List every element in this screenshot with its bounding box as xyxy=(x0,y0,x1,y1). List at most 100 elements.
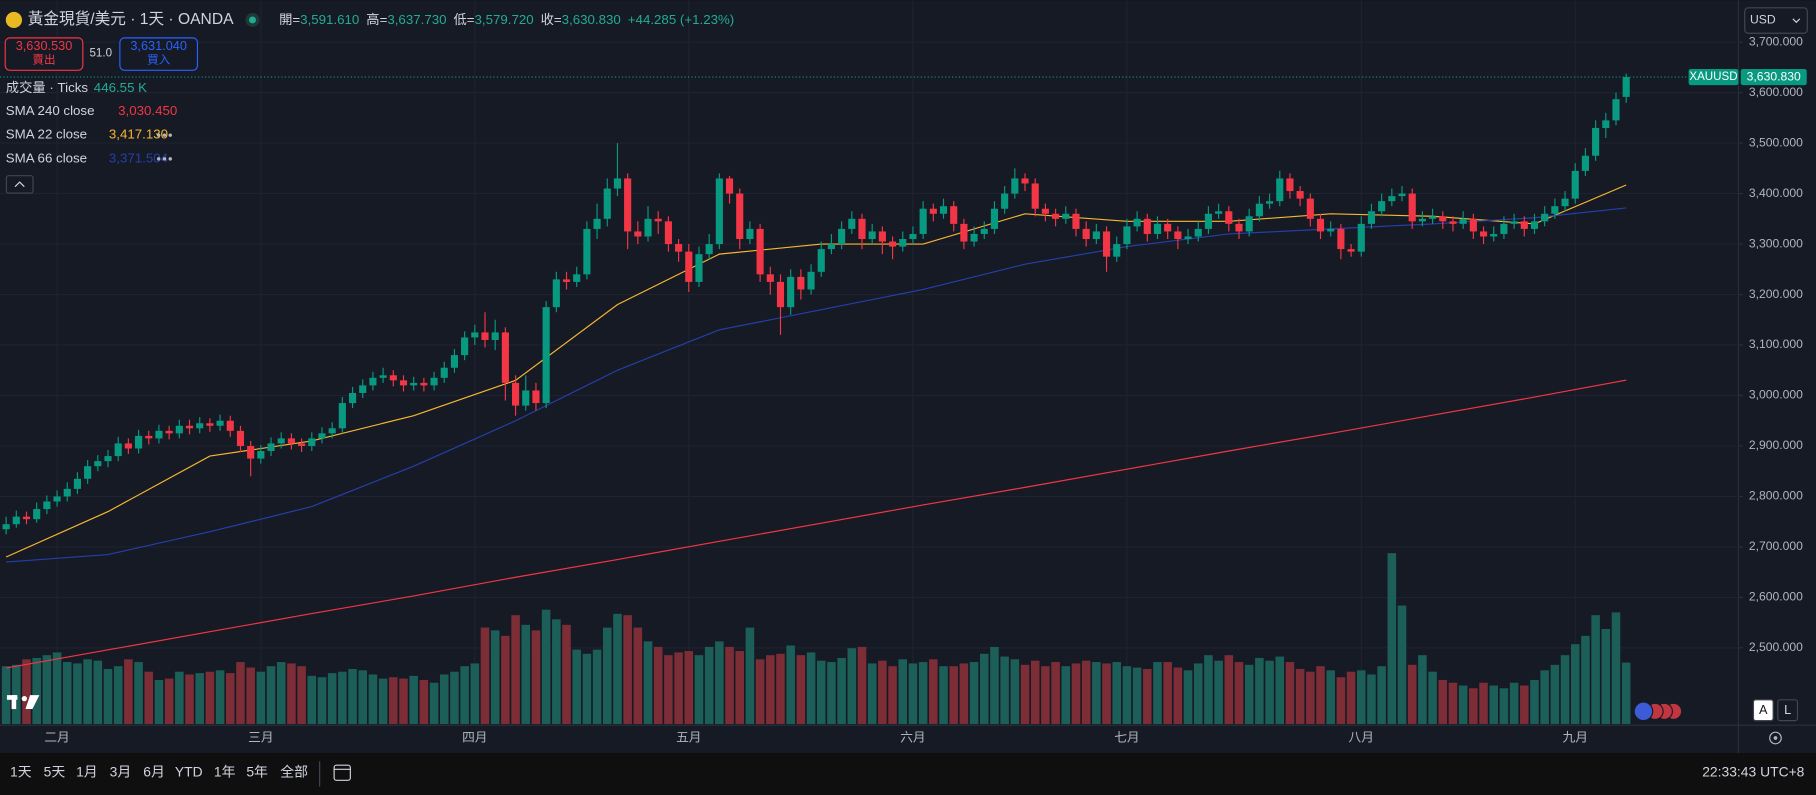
volume-bar xyxy=(653,646,663,725)
volume-bar xyxy=(42,655,52,725)
buy-button[interactable] xyxy=(119,37,199,71)
volume-bar xyxy=(368,674,378,725)
candle-body xyxy=(899,239,907,247)
date-range-icon[interactable] xyxy=(333,764,351,781)
candle-body xyxy=(94,461,102,467)
volume-bar xyxy=(1255,657,1264,725)
volume-bar xyxy=(1153,662,1162,725)
range-button[interactable]: 1年 xyxy=(214,763,236,779)
x-tick-label: 六月 xyxy=(900,729,925,744)
sell-label: 賣出 xyxy=(32,53,55,67)
tv-logo xyxy=(6,695,40,710)
volume-bar xyxy=(918,662,928,725)
settings-icon[interactable] xyxy=(1769,731,1782,745)
volume-bar xyxy=(735,651,745,725)
candle-body xyxy=(827,244,835,250)
scale-button[interactable] xyxy=(1777,699,1799,722)
candle-body xyxy=(84,466,92,479)
candle-body xyxy=(420,382,428,386)
candle-body xyxy=(725,178,734,194)
ohlc-value: 3,579.720 xyxy=(475,11,534,26)
volume-bar xyxy=(776,653,785,725)
volume-legend-value: 446.55 K xyxy=(94,80,147,95)
candle-body xyxy=(298,443,306,446)
candle-body xyxy=(573,274,581,282)
candle-body xyxy=(1561,198,1569,207)
candle-body xyxy=(379,375,387,378)
candle-body xyxy=(1041,208,1049,214)
candle-body xyxy=(1082,228,1090,240)
more-icon[interactable] xyxy=(162,133,167,137)
event-icons[interactable] xyxy=(1633,701,1683,722)
candle-body xyxy=(1439,216,1447,222)
volume-bar xyxy=(1550,664,1560,725)
more-icon[interactable] xyxy=(168,157,172,161)
volume-bar xyxy=(1193,663,1203,725)
volume-bar xyxy=(1275,656,1285,725)
range-button[interactable]: 1天 xyxy=(10,763,32,779)
candle-body xyxy=(1143,218,1151,234)
candle-body xyxy=(1204,213,1212,229)
volume-bar xyxy=(888,666,897,725)
candle-body xyxy=(236,430,245,446)
grid xyxy=(0,0,1738,725)
candle-body xyxy=(1347,249,1355,252)
volume-bar xyxy=(867,663,877,725)
candle-body xyxy=(664,221,672,245)
candle-body xyxy=(1052,213,1060,219)
candle-body xyxy=(277,438,285,444)
currency-select[interactable] xyxy=(1744,7,1808,34)
volume-bar xyxy=(460,666,469,725)
logo-part xyxy=(21,695,27,702)
volume-bar xyxy=(215,670,225,725)
candle-body xyxy=(22,516,31,520)
dropdown-icon xyxy=(1792,18,1801,24)
sma-legend: SMA 22 close xyxy=(6,127,87,142)
candle-body xyxy=(471,332,479,338)
collapse-legend[interactable] xyxy=(5,175,34,194)
range-button[interactable]: 全部 xyxy=(280,763,308,779)
candle-body xyxy=(338,403,346,429)
more-icon[interactable] xyxy=(162,157,167,161)
volume-bar xyxy=(857,646,867,725)
candle-body xyxy=(155,430,163,439)
symbol-icon xyxy=(5,11,23,29)
more-icon[interactable] xyxy=(156,157,161,161)
sell-button[interactable] xyxy=(4,37,84,71)
candle-body xyxy=(878,231,886,242)
candle-body xyxy=(787,276,795,308)
candle-body xyxy=(1388,196,1396,202)
volume-bar xyxy=(531,630,541,725)
volume-bar xyxy=(613,613,622,725)
volume-bar xyxy=(1244,664,1254,725)
range-button[interactable]: YTD xyxy=(175,763,203,779)
candle-body xyxy=(522,390,530,406)
candle-body xyxy=(1113,244,1121,257)
volume-bar xyxy=(878,660,887,725)
volume-bar xyxy=(22,659,31,725)
candle-body xyxy=(715,178,723,245)
volume-bar xyxy=(1428,671,1437,725)
more-icon[interactable] xyxy=(168,133,172,137)
candle-body xyxy=(2,524,10,530)
range-button[interactable]: 5年 xyxy=(246,763,268,779)
volume-bar xyxy=(266,666,276,725)
volume-bar xyxy=(1071,663,1081,725)
candle-body xyxy=(135,435,143,449)
scale-button[interactable] xyxy=(1752,699,1774,722)
more-icon[interactable] xyxy=(156,133,161,137)
candle-body xyxy=(481,332,489,340)
volume-bar xyxy=(1326,670,1335,725)
ohlc-key: 收= xyxy=(541,11,562,26)
range-button[interactable]: 6月 xyxy=(143,763,165,779)
range-button[interactable]: 3月 xyxy=(110,763,132,779)
chart-background xyxy=(0,0,1816,754)
range-button[interactable]: 5天 xyxy=(44,763,66,779)
volume-bar xyxy=(419,679,429,725)
range-button[interactable]: 1月 xyxy=(76,763,98,779)
candle-body xyxy=(124,443,132,449)
x-tick-label: 二月 xyxy=(44,729,69,744)
candle-body xyxy=(389,375,397,381)
candle-body xyxy=(1306,198,1314,219)
